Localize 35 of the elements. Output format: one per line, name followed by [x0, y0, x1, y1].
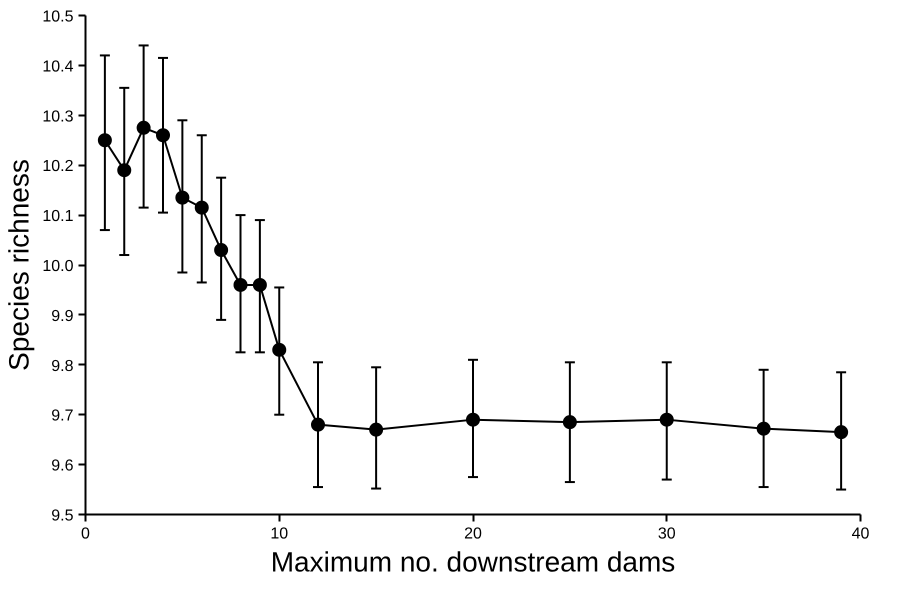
y-tick-label: 10.4 [42, 58, 74, 76]
y-tick-label: 10.3 [42, 108, 74, 126]
x-axis-title: Maximum no. downstream dams [270, 546, 676, 578]
y-tick-label: 9.5 [51, 508, 74, 524]
point [466, 412, 480, 427]
y-tick-label: 9.7 [51, 408, 74, 425]
y-tick-label: 9.9 [51, 308, 74, 325]
y-tick-label: 10.2 [42, 158, 74, 176]
y-tick-label: 9.6 [51, 458, 74, 475]
point [311, 418, 325, 432]
y-tick-label: 10.1 [42, 208, 74, 226]
point [98, 133, 112, 148]
point [272, 342, 286, 357]
point [834, 425, 848, 440]
x-tick-label: 0 [81, 526, 90, 542]
point [234, 278, 248, 292]
x-tick-label: 20 [464, 526, 482, 542]
point [117, 163, 132, 178]
x-tick-label: 10 [270, 526, 288, 542]
point [175, 190, 190, 205]
x-tick-label: 30 [658, 526, 676, 542]
point [194, 200, 209, 215]
y-tick-label: 9.8 [51, 358, 74, 375]
point [756, 422, 771, 436]
point [214, 243, 228, 258]
point [136, 120, 151, 135]
point [156, 128, 170, 142]
x-tick-label: 40 [852, 526, 870, 542]
y-tick-label: 10.5 [42, 8, 74, 26]
point [369, 422, 384, 437]
y-axis-title: Species richness [3, 159, 34, 371]
point [660, 412, 674, 427]
point [562, 415, 577, 430]
y-tick-label: 10.0 [42, 258, 74, 275]
point [252, 278, 267, 292]
